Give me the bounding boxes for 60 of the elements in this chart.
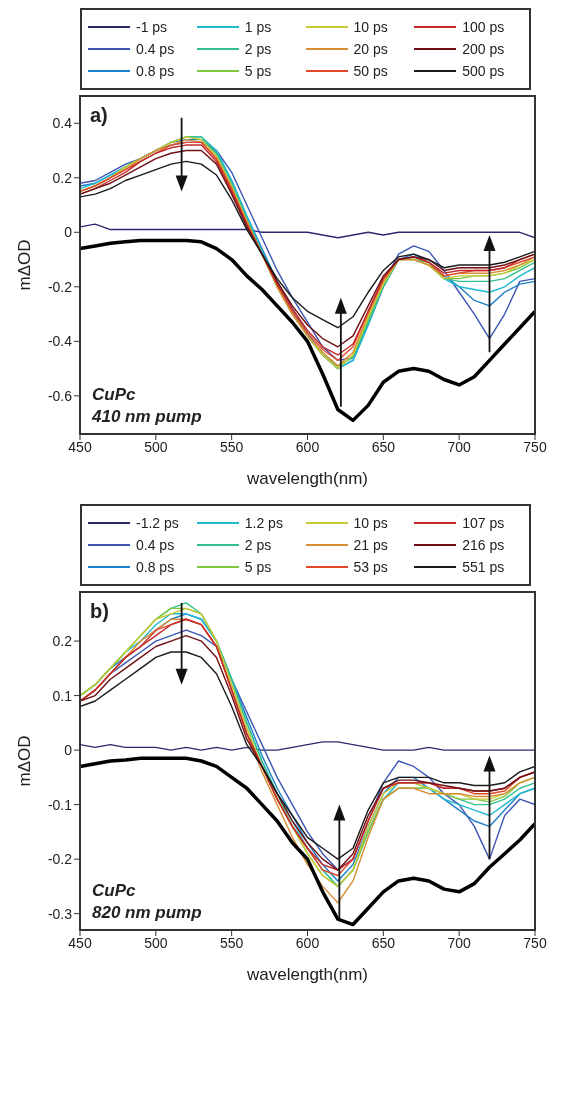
legend-label: 10 ps [353, 19, 388, 35]
y-tick-label: -0.6 [47, 387, 73, 404]
y-tick-label: -0.2 [47, 278, 73, 295]
legend-label: 1 ps [244, 19, 272, 35]
legend-label: 21 ps [353, 537, 388, 553]
x-tick-label: 450 [68, 934, 92, 951]
legend-label: 0.8 ps [136, 63, 175, 79]
y-tick-label: -0.4 [47, 333, 73, 350]
legend-label: 5 ps [244, 559, 272, 575]
x-tick-label: 500 [144, 934, 168, 951]
legend-label: 50 ps [353, 63, 388, 79]
y-tick-label: 0.1 [52, 687, 73, 704]
annotation: 410 nm pump [91, 407, 202, 426]
x-tick-label: 550 [219, 438, 244, 455]
legend-label: 10 ps [353, 515, 388, 531]
x-tick-label: 750 [523, 438, 547, 455]
x-axis-title: wavelength(nm) [246, 965, 368, 984]
legend-label: -1.2 ps [136, 515, 179, 531]
annotation: CuPc [92, 385, 136, 404]
x-tick-label: 550 [219, 934, 244, 951]
y-tick-label: -0.1 [47, 796, 73, 813]
y-axis-title: mΔOD [15, 239, 35, 291]
y-tick-label: 0.2 [52, 633, 73, 650]
legend-label: 2 ps [244, 41, 272, 57]
x-tick-label: 450 [68, 438, 92, 455]
x-tick-label: 650 [371, 438, 396, 455]
x-tick-label: 700 [447, 438, 472, 455]
legend-label: 0.4 ps [136, 41, 175, 57]
annotation: b) [90, 600, 109, 622]
y-tick-label: -0.3 [47, 905, 73, 922]
legend-label: 2 ps [244, 537, 272, 553]
x-tick-label: 650 [371, 934, 396, 951]
legend-label: 53 ps [353, 559, 388, 575]
y-tick-label: 0 [64, 742, 73, 759]
y-tick-label: 0.2 [52, 169, 73, 186]
y-tick-label: -0.2 [47, 851, 73, 868]
legend-label: 0.4 ps [136, 537, 175, 553]
legend-label: 200 ps [462, 41, 505, 57]
legend-label: 551 ps [462, 559, 505, 575]
legend-label: 20 ps [353, 41, 388, 57]
legend-label: 1.2 ps [244, 515, 283, 531]
x-tick-label: 500 [144, 438, 168, 455]
legend-label: 100 ps [462, 19, 505, 35]
y-tick-label: 0 [64, 224, 73, 241]
legend-label: 500 ps [462, 63, 505, 79]
x-axis-title: wavelength(nm) [246, 469, 368, 488]
annotation: a) [90, 104, 108, 126]
x-tick-label: 600 [295, 934, 320, 951]
x-tick-label: 700 [447, 934, 472, 951]
legend-label: 107 ps [462, 515, 505, 531]
y-axis-title: mΔOD [15, 735, 35, 787]
legend-label: 5 ps [244, 63, 272, 79]
annotation: CuPc [92, 881, 136, 900]
y-tick-label: 0.4 [52, 115, 73, 132]
legend-label: -1 ps [136, 19, 168, 35]
x-tick-label: 750 [523, 934, 547, 951]
legend-label: 216 ps [462, 537, 505, 553]
x-tick-label: 600 [295, 438, 320, 455]
annotation: 820 nm pump [92, 903, 202, 922]
legend-label: 0.8 ps [136, 559, 175, 575]
